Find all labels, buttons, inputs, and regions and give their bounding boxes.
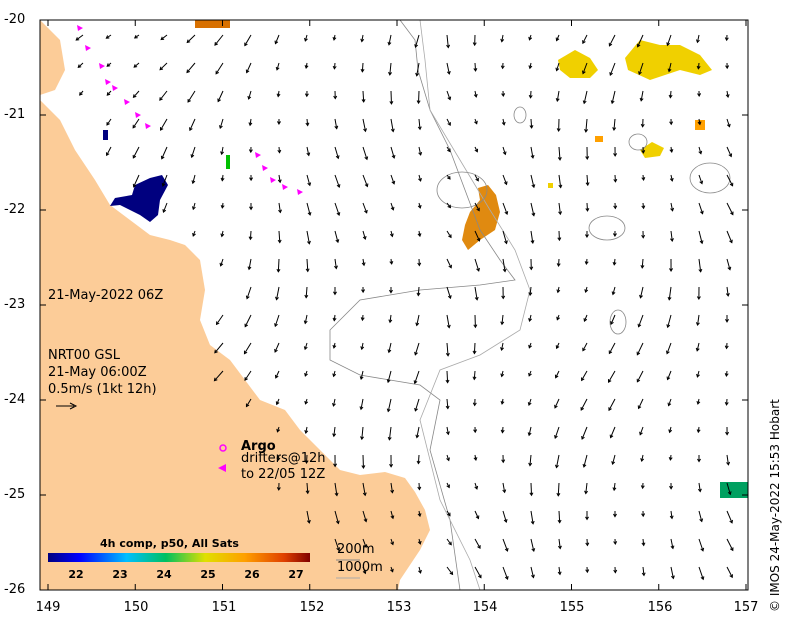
axis-ticks [40,19,748,591]
lon-tick-label: 154 [472,600,498,615]
sst-cold-patch [110,175,168,222]
product-label: NRT00 GSL [48,348,120,363]
lon-tick-label: 155 [559,600,585,615]
reef-contour [513,106,527,124]
argo-legend-circle [219,444,227,452]
sst-cold-speck [103,130,108,140]
product-time-label: 21-May 06:00Z [48,365,147,380]
colorbar-tick: 24 [156,568,172,581]
lon-tick-label: 153 [386,600,412,615]
lat-tick-label: -26 [4,582,26,597]
scale-label: 0.5m/s (1kt 12h) [48,382,157,397]
land-mass [40,20,430,590]
lon-tick-label: 150 [123,600,149,615]
lon-tick-label: 149 [35,600,61,615]
reef-contour [588,215,626,241]
lat-tick-label: -20 [4,12,26,27]
argo-line2: to 22/05 12Z [241,467,326,482]
sst-yellow-patch [558,50,598,78]
lon-tick-label: 152 [299,600,325,615]
scale-arrow-head [69,402,78,410]
colorbar-title: 4h comp, p50, All Sats [100,537,239,550]
sst-warm-patch-top [195,20,230,28]
sst-orange-speck-2 [595,136,603,142]
sst-yellow-speck [548,183,553,188]
argo-drifters [77,25,303,195]
lat-tick-label: -23 [4,297,26,312]
colorbar [48,553,310,562]
date-label: 21-May-2022 06Z [48,288,164,303]
lat-tick-label: -22 [4,202,26,217]
lon-tick-label: 156 [647,600,673,615]
colorbar-tick: 26 [244,568,260,581]
colorbar-tick: 25 [200,568,216,581]
argo-title: Argo [241,439,276,454]
sst-green-patch [720,482,748,498]
isobath-label-200m: 200m [337,542,375,557]
reef-contour [689,162,731,194]
isobath-1000m [419,20,531,590]
lat-tick-label: -24 [4,392,26,407]
reef-contour [628,133,648,151]
isobath-200m [329,20,516,590]
lat-tick-label: -21 [4,107,26,122]
colorbar-tick: 22 [68,568,84,581]
isobath-label-1000m: 1000m [337,560,383,575]
colorbar-tick: 27 [288,568,304,581]
credit-label: © IMOS 24-May-2022 15:53 Hobart [768,399,782,612]
island [40,20,65,95]
reef-contour [609,309,627,335]
sst-green-speck [226,155,230,169]
lon-tick-label: 151 [211,600,237,615]
current-vectors [75,34,734,581]
argo-legend-triangle [218,464,226,472]
reef-contour [436,171,488,209]
argo-line1: drifters@12h [241,451,326,466]
colorbar-tick: 23 [112,568,128,581]
lon-tick-label: 157 [733,600,759,615]
sst-yellow-patch-2 [625,40,712,80]
lat-tick-label: -25 [4,487,26,502]
sst-warm-patch [462,185,500,250]
